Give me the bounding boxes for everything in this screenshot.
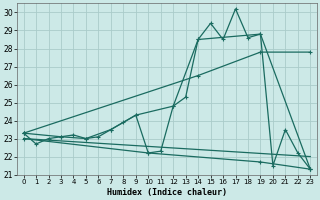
- X-axis label: Humidex (Indice chaleur): Humidex (Indice chaleur): [107, 188, 227, 197]
